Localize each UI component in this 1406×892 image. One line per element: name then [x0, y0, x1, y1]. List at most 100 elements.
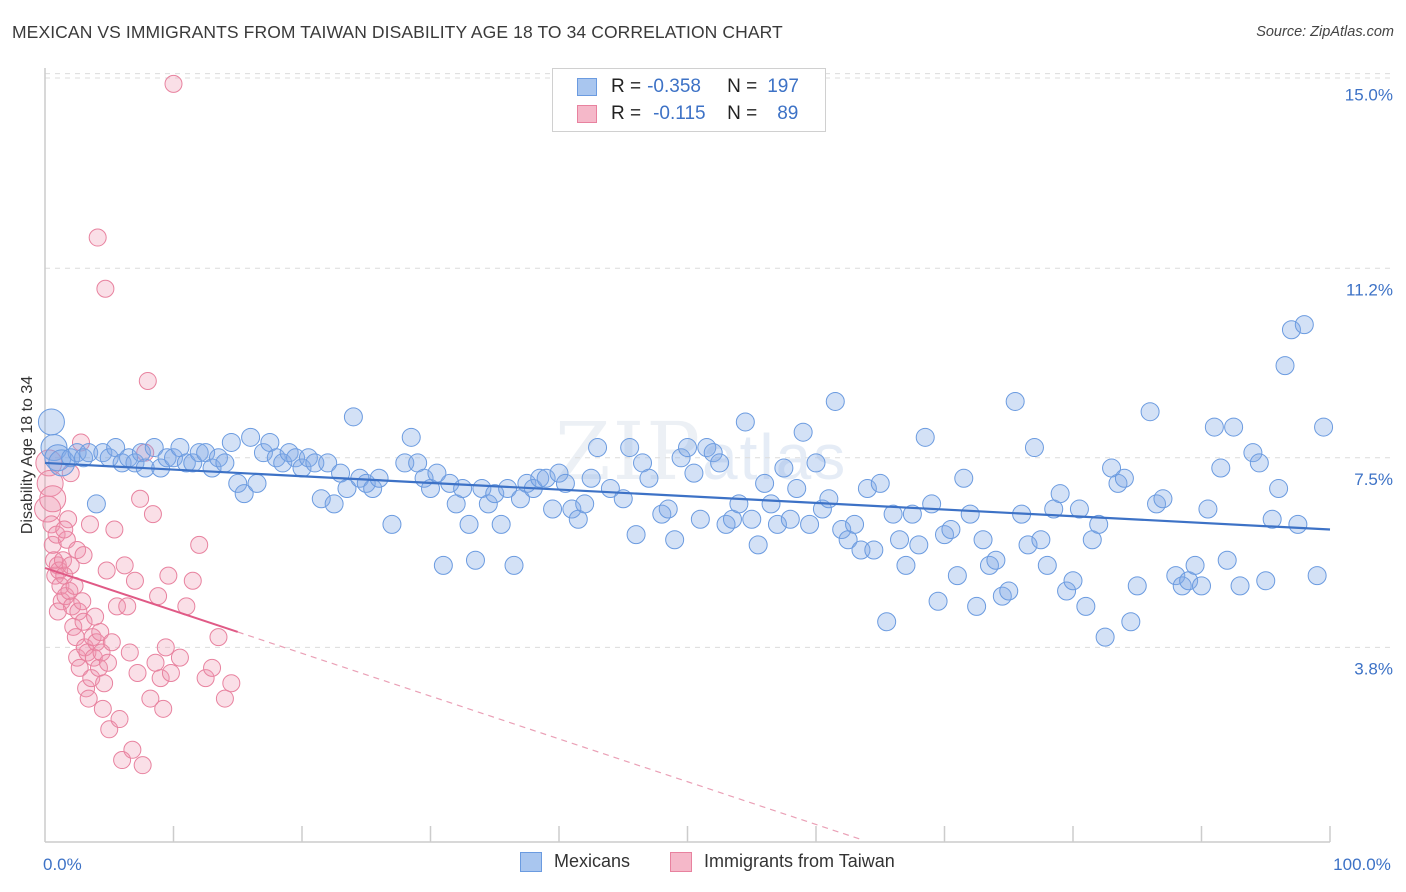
- mexican-point: [992, 586, 1012, 606]
- taiwan-point: [79, 689, 98, 708]
- mexican-point: [1230, 576, 1250, 596]
- mexican-points: [37, 315, 1334, 647]
- mexican-point: [787, 479, 807, 499]
- taiwan-point: [39, 485, 67, 513]
- taiwan-point: [131, 489, 150, 508]
- mexican-point: [928, 591, 948, 611]
- mexican-point: [453, 479, 473, 499]
- taiwan-point: [93, 699, 112, 718]
- taiwan-point: [110, 710, 129, 729]
- taiwan-point: [183, 571, 202, 590]
- mexican-point: [253, 443, 273, 463]
- mexican-point: [1031, 530, 1051, 550]
- taiwan-point: [118, 597, 137, 616]
- mexican-point: [671, 448, 691, 468]
- mexican-point: [883, 504, 903, 524]
- taiwan-point: [55, 520, 74, 539]
- taiwan-point: [159, 566, 178, 585]
- mexican-point: [1140, 402, 1160, 422]
- legend-n-value: 197: [767, 76, 799, 97]
- legend-n-label: N =: [727, 76, 758, 97]
- x-tick-label: 100.0%: [1333, 855, 1391, 874]
- series-legend: Mexicans Immigrants from Taiwan: [0, 851, 1406, 877]
- mexican-point: [1204, 417, 1224, 437]
- y-tick-label: 11.2%: [1346, 280, 1393, 299]
- taiwan-point: [69, 602, 88, 621]
- taiwan-point: [102, 633, 121, 652]
- mexican-point: [343, 407, 363, 427]
- mexican-point: [665, 530, 685, 550]
- mexican-point: [774, 458, 794, 478]
- mexican-point: [465, 550, 485, 570]
- taiwan-point: [48, 602, 67, 621]
- mexican-point: [652, 504, 672, 524]
- taiwan-trend-extension: [237, 631, 862, 841]
- legend-swatch-pink: [577, 105, 597, 123]
- mexican-point: [1089, 514, 1109, 534]
- mexican-point: [1057, 581, 1077, 601]
- mexican-point: [144, 438, 164, 458]
- mexican-point: [979, 555, 999, 575]
- mexican-point: [40, 434, 68, 462]
- mexican-point: [947, 566, 967, 586]
- correlation-legend: R = -0.358 N = 197 R = -0.115 N = 89: [552, 68, 826, 132]
- mexican-point: [1076, 596, 1096, 616]
- mexican-point: [1153, 489, 1173, 509]
- legend-r-value: -0.115: [653, 103, 706, 124]
- mexican-point: [581, 468, 601, 488]
- mexican-point: [382, 514, 402, 534]
- mexican-point: [369, 468, 389, 488]
- taiwan-point: [161, 663, 180, 682]
- mexican-point: [536, 468, 556, 488]
- mexican-point: [735, 412, 755, 432]
- mexican-point: [318, 453, 338, 473]
- source-label: Source: ZipAtlas.com: [1256, 24, 1394, 40]
- taiwan-point: [156, 638, 175, 657]
- mexican-point: [825, 391, 845, 411]
- taiwan-point: [77, 679, 96, 698]
- taiwan-point: [105, 520, 124, 539]
- taiwan-point: [98, 653, 117, 672]
- taiwan-point: [74, 546, 93, 565]
- taiwan-point: [154, 699, 173, 718]
- mexican-point: [1275, 356, 1295, 376]
- taiwan-point: [125, 571, 144, 590]
- mexican-point: [626, 525, 646, 545]
- mexican-point: [1127, 576, 1147, 596]
- taiwan-point: [86, 607, 105, 626]
- mexican-point: [915, 427, 935, 447]
- mexican-point: [228, 473, 248, 493]
- legend-row-mexicans: R = -0.358 N = 197: [577, 75, 799, 99]
- taiwan-point: [43, 535, 62, 554]
- mexican-point: [902, 504, 922, 524]
- taiwan-trend-line: [44, 566, 239, 633]
- legend-swatch-blue: [520, 851, 542, 872]
- taiwan-point: [87, 633, 106, 652]
- y-tick-label: 15.0%: [1345, 86, 1393, 105]
- mexican-point: [748, 535, 768, 555]
- legend-item-mexicans[interactable]: Mexicans: [520, 851, 630, 872]
- taiwan-point: [141, 689, 160, 708]
- mexican-point: [684, 463, 704, 483]
- mexican-point: [221, 432, 241, 452]
- mexican-point: [986, 550, 1006, 570]
- taiwan-point: [59, 510, 78, 529]
- taiwan-point: [71, 433, 90, 452]
- mexican-point: [1063, 571, 1083, 591]
- x-tick-label: 0.0%: [43, 855, 82, 874]
- taiwan-point: [60, 581, 79, 600]
- legend-swatch-pink: [670, 851, 692, 872]
- mexican-point: [697, 438, 717, 458]
- mexican-point: [575, 494, 595, 514]
- legend-item-taiwan[interactable]: Immigrants from Taiwan: [670, 851, 895, 872]
- mexican-point: [742, 509, 762, 529]
- mexican-point: [401, 427, 421, 447]
- mexican-point: [485, 484, 505, 504]
- mexican-point: [1294, 315, 1314, 335]
- mexican-point: [1224, 417, 1244, 437]
- trend-lines: [44, 461, 1331, 841]
- mexican-point: [1269, 479, 1289, 499]
- mexican-point: [935, 525, 954, 545]
- mexican-point: [157, 448, 177, 468]
- taiwan-point: [190, 535, 209, 554]
